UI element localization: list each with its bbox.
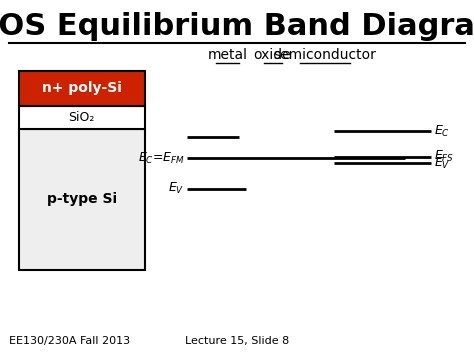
- Text: $E_C$: $E_C$: [434, 124, 450, 139]
- Text: $E_V$: $E_V$: [434, 156, 450, 171]
- Text: n+ poly-Si: n+ poly-Si: [42, 81, 122, 95]
- Bar: [19, 106, 145, 129]
- Text: oxide: oxide: [254, 48, 292, 62]
- Text: SiO₂: SiO₂: [69, 111, 95, 124]
- Text: MOS Equilibrium Band Diagram: MOS Equilibrium Band Diagram: [0, 12, 474, 41]
- Text: Lecture 15, Slide 8: Lecture 15, Slide 8: [185, 336, 289, 346]
- Text: $E_C$=$E_{FM}$: $E_C$=$E_{FM}$: [138, 151, 185, 165]
- Text: metal: metal: [208, 48, 247, 62]
- Text: semiconductor: semiconductor: [273, 48, 376, 62]
- Bar: [19, 129, 145, 270]
- Text: $E_{FS}$: $E_{FS}$: [434, 149, 454, 164]
- Text: p-type Si: p-type Si: [47, 192, 117, 206]
- Text: EE130/230A Fall 2013: EE130/230A Fall 2013: [9, 336, 131, 346]
- Text: $E_V$: $E_V$: [168, 181, 185, 196]
- Bar: [19, 71, 145, 106]
